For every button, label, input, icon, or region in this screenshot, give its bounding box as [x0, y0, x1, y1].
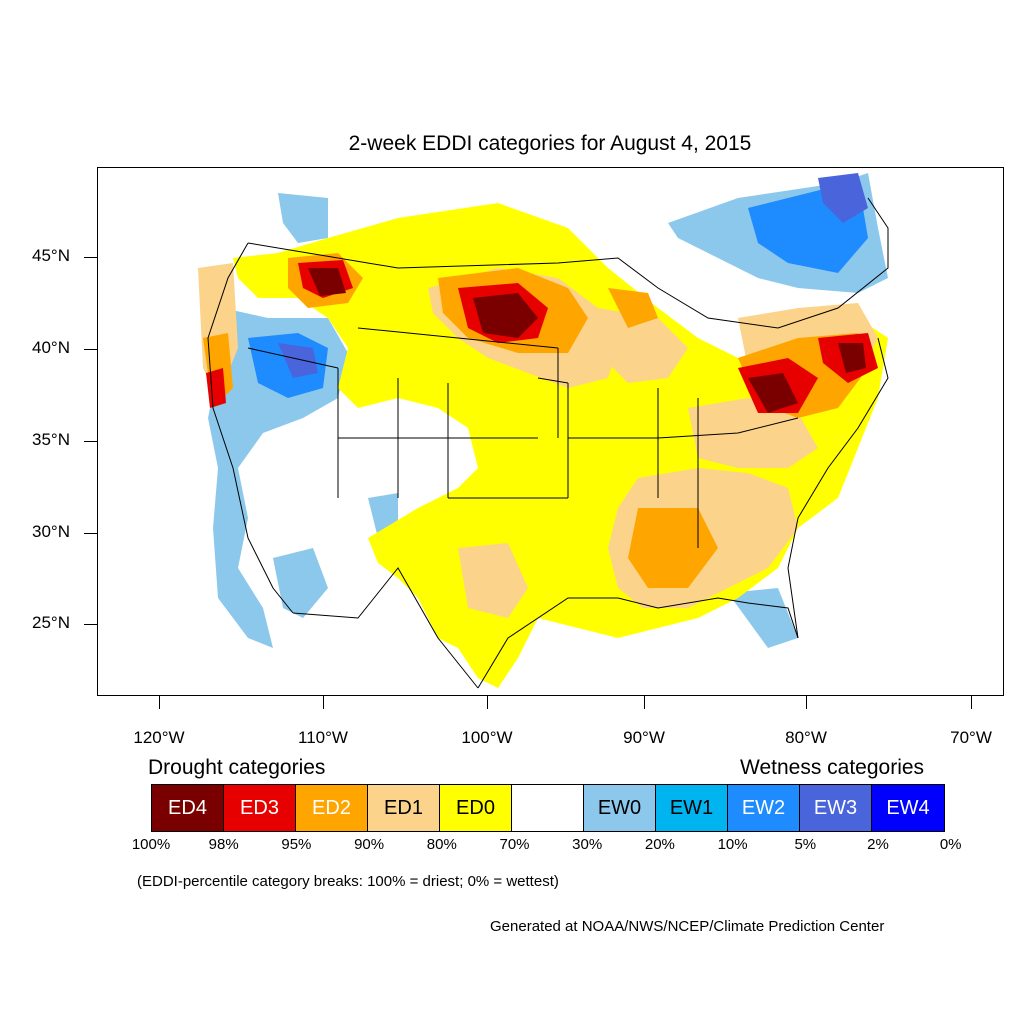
- y-label-40n: 40°N: [32, 338, 70, 357]
- percentile-break-label: 98%: [208, 836, 239, 853]
- wetness-heading: Wetness categories: [740, 756, 925, 779]
- percentile-break-label: 2%: [867, 836, 889, 853]
- x-tick-110w: [323, 696, 324, 709]
- legend-cell-ed0: ED0: [440, 785, 512, 831]
- boundaries: [207, 197, 889, 689]
- legend-cell-ew2: EW2: [728, 785, 800, 831]
- x-tick-80w: [806, 696, 807, 709]
- category-note: (EDDI-percentile category breaks: 100% =…: [137, 873, 559, 890]
- percentile-break-label: 80%: [426, 836, 457, 853]
- legend-cell-ew1: EW1: [656, 785, 728, 831]
- y-label-45n: 45°N: [32, 246, 70, 265]
- legend-cell-ed2: ED2: [296, 785, 368, 831]
- x-tick-70w: [971, 696, 972, 709]
- percentile-break-label: 0%: [939, 836, 962, 853]
- y-tick-35: [84, 441, 97, 442]
- x-tick-120w: [159, 696, 160, 709]
- legend-cell-ew0: EW0: [584, 785, 656, 831]
- percentile-break-label: 95%: [281, 836, 312, 853]
- y-label-30n: 30°N: [32, 522, 70, 541]
- x-label-70w: 70°W: [950, 728, 992, 747]
- map-title: 2-week EDDI categories for August 4, 201…: [348, 132, 752, 155]
- eddi-map: [97, 167, 1004, 696]
- percentile-break-label: 100%: [131, 836, 171, 853]
- y-label-25n: 25°N: [32, 613, 70, 632]
- x-label-120w: 120°W: [133, 728, 185, 747]
- percentile-break-label: 20%: [644, 836, 675, 853]
- y-tick-45: [84, 257, 97, 258]
- x-label-110w: 110°W: [298, 728, 348, 747]
- percentile-break-label: 90%: [354, 836, 385, 853]
- y-tick-40: [84, 349, 97, 350]
- percentile-break-label: 10%: [717, 836, 748, 853]
- percentile-break-label: 30%: [572, 836, 603, 853]
- legend-cell-ed4: ED4: [152, 785, 224, 831]
- x-label-90w: 90°W: [623, 728, 665, 747]
- map-canvas: [198, 173, 889, 689]
- x-tick-100w: [487, 696, 488, 709]
- y-tick-25: [84, 624, 97, 625]
- x-label-80w: 80°W: [785, 728, 827, 747]
- x-label-100w: 100°W: [461, 728, 513, 747]
- legend-cell-ew4: EW4: [872, 785, 944, 831]
- x-tick-90w: [644, 696, 645, 709]
- legend-cell-ew3: EW3: [800, 785, 872, 831]
- y-tick-30: [84, 533, 97, 534]
- category-legend: ED4 ED3 ED2 ED1 ED0 EW0 EW1 EW2 EW3 EW4: [151, 784, 945, 832]
- y-label-35n: 35°N: [32, 430, 70, 449]
- drought-heading: Drought categories: [148, 756, 326, 779]
- drought-fields: [198, 203, 888, 688]
- legend-cell-ed3: ED3: [224, 785, 296, 831]
- percentile-break-label: 70%: [499, 836, 530, 853]
- legend-cell-ed1: ED1: [368, 785, 440, 831]
- legend-cell-neutral: [512, 785, 584, 831]
- credit-line: Generated at NOAA/NWS/NCEP/Climate Predi…: [490, 918, 885, 935]
- percentile-break-label: 5%: [794, 836, 817, 853]
